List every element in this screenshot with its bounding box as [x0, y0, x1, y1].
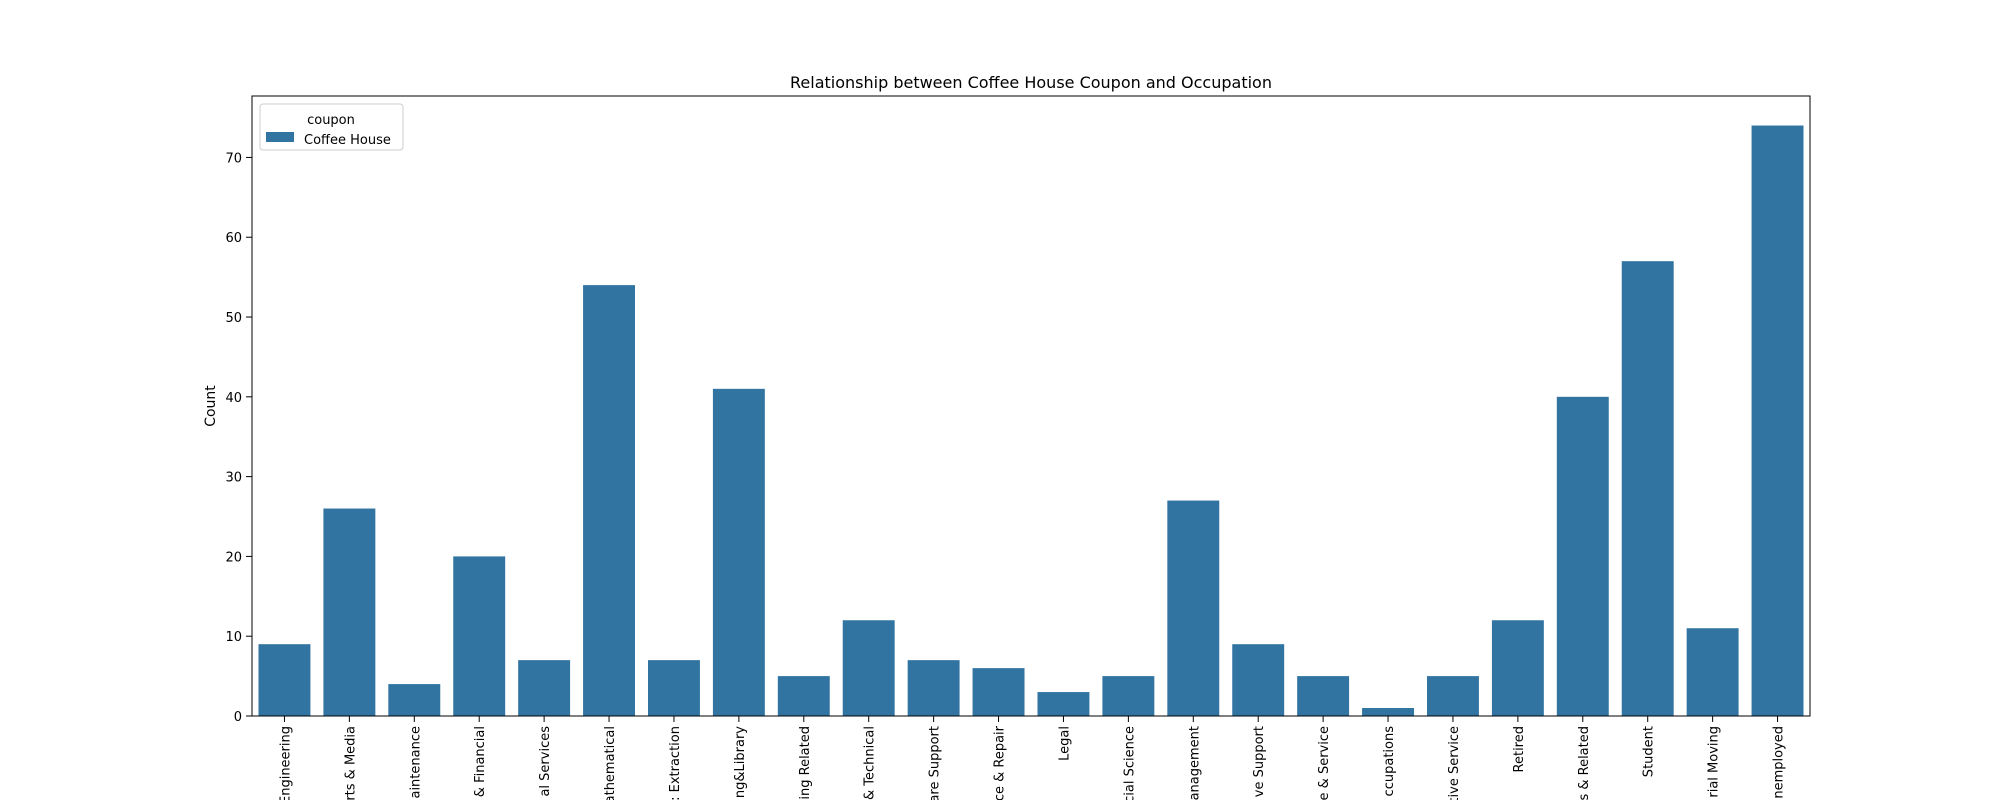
bar-2 [388, 684, 441, 716]
bar-10 [907, 660, 960, 716]
bar-9 [842, 620, 895, 716]
chart-title: Relationship between Coffee House Coupon… [790, 73, 1272, 92]
bar-23 [1751, 125, 1804, 717]
bar-13 [1102, 676, 1155, 716]
y-tick-label-1: 10 [225, 630, 242, 645]
plot-frame [251, 95, 1811, 717]
x-tick-label-14: anagement [1187, 726, 1202, 800]
legend-swatch [266, 132, 294, 142]
bar-18 [1426, 676, 1479, 716]
legend-entry-label: Coffee House [304, 133, 391, 148]
bar-21 [1621, 261, 1674, 716]
bar-1 [323, 508, 376, 716]
y-tick-label-6: 60 [225, 231, 242, 246]
x-tick-label-1: rts & Media [343, 726, 358, 800]
bar-4 [518, 660, 571, 716]
bar-6 [647, 660, 700, 716]
bar-15 [1232, 644, 1285, 716]
y-tick-label-4: 40 [225, 391, 242, 406]
x-tick-label-10: are Support [928, 726, 943, 800]
y-tick-label-3: 30 [225, 471, 242, 486]
bar-11 [972, 668, 1025, 716]
bar-16 [1297, 676, 1350, 716]
y-tick-label-5: 50 [225, 311, 242, 326]
x-tick-label-21: Student [1642, 726, 1657, 777]
x-tick-label-13: cial Science [1122, 726, 1137, 800]
legend-title: coupon [307, 113, 355, 128]
x-tick-label-5: athematical [603, 726, 618, 800]
x-tick-label-17: ccupations [1382, 726, 1397, 797]
legend: coupon Coffee House [259, 103, 404, 151]
x-tick-label-6: : Extraction [668, 726, 683, 800]
x-tick-label-9: & Technical [863, 726, 878, 800]
bar-12 [1037, 692, 1090, 716]
y-tick-label-2: 20 [225, 550, 242, 565]
bar-14 [1167, 500, 1220, 716]
bars-layer [258, 125, 1804, 717]
bar-8 [777, 676, 830, 716]
x-tick-label-11: ce & Repair [993, 725, 1008, 800]
bar-7 [712, 388, 765, 716]
x-tick-label-15: ve Support [1252, 726, 1267, 797]
y-axis-label: Count [203, 385, 219, 427]
bar-20 [1556, 396, 1609, 716]
x-tick-label-22: rial Moving [1707, 726, 1722, 798]
bar-5 [583, 285, 636, 716]
bar-22 [1686, 628, 1739, 716]
x-tick-label-8: ing Related [798, 726, 813, 800]
x-tick-label-4: al Services [538, 726, 553, 797]
y-tick-label-7: 70 [225, 151, 242, 166]
bar-0 [258, 644, 311, 716]
x-tick-label-16: e & Service [1317, 726, 1332, 800]
x-tick-label-12: Legal [1057, 726, 1072, 761]
bar-17 [1362, 708, 1415, 716]
x-tick-label-0: Engineering [278, 726, 293, 800]
y-tick-label-0: 0 [234, 710, 242, 725]
x-tick-label-2: aintenance [408, 726, 423, 799]
x-axis-ticks: Engineering rts & Media aintenance & Financ… [278, 716, 1787, 800]
y-axis-ticks: 0 10 20 30 40 50 60 70 [225, 151, 252, 725]
x-tick-label-18: tive Service [1447, 726, 1462, 800]
x-tick-label-3: & Financial [473, 726, 488, 797]
x-tick-label-19: Retired [1512, 726, 1527, 772]
x-tick-label-20: s & Related [1577, 726, 1592, 800]
bar-3 [453, 556, 506, 716]
legend-box [259, 103, 404, 151]
x-tick-label-7: ng&Library [733, 726, 748, 798]
bar-19 [1491, 620, 1544, 716]
x-tick-label-23: nemployed [1772, 726, 1787, 799]
